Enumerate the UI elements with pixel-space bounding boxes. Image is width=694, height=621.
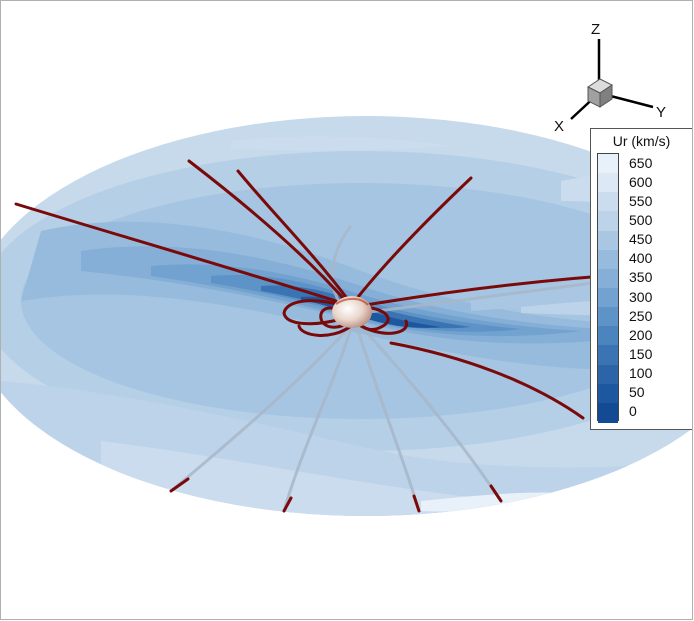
legend-swatch: [598, 230, 618, 251]
legend-colorbar: [597, 153, 619, 423]
legend-swatch: [598, 402, 618, 423]
legend-tick-label: 500: [629, 212, 653, 228]
magnetic-field-lines: [14, 159, 692, 513]
legend-tick-label: 650: [629, 154, 653, 171]
legend-swatch: [598, 288, 618, 308]
legend-tick-label: 450: [629, 231, 653, 248]
legend-tick-label: 600: [629, 173, 653, 190]
sun-sphere: [332, 296, 372, 328]
legend-swatch: [598, 364, 618, 385]
legend-tick-label: 0: [629, 403, 637, 420]
legend-title: Ur (km/s): [612, 133, 671, 149]
legend-swatch: [598, 192, 618, 213]
legend-tick-label: 100: [629, 365, 653, 382]
legend-tick-label: 50: [629, 384, 645, 401]
legend-swatch: [598, 211, 618, 232]
legend-tick-label: 150: [629, 346, 653, 362]
legend-tick-label: 400: [629, 250, 653, 267]
legend-swatch: [598, 307, 618, 328]
x-axis-label: X: [554, 118, 565, 135]
z-axis-label: Z: [591, 21, 601, 38]
legend-tick-label: 550: [629, 192, 653, 209]
legend-swatch: [598, 345, 618, 366]
legend-swatch: [598, 154, 618, 174]
color-legend: Ur (km/s) 650 600 550 500 450 400 350 300 250 200…: [590, 128, 692, 430]
legend-swatch: [598, 173, 618, 194]
legend-tick-label: 350: [629, 269, 653, 286]
legend-swatch: [598, 383, 618, 404]
legend-tick-label: 200: [629, 326, 653, 343]
y-axis-label: Y: [656, 104, 667, 121]
legend-swatch: [598, 326, 618, 347]
legend-swatch: [598, 249, 618, 270]
legend-tick-label: 250: [629, 307, 653, 324]
orientation-triad: [570, 39, 654, 120]
legend-tick-label: 300: [629, 288, 653, 305]
legend-swatch: [598, 268, 618, 289]
